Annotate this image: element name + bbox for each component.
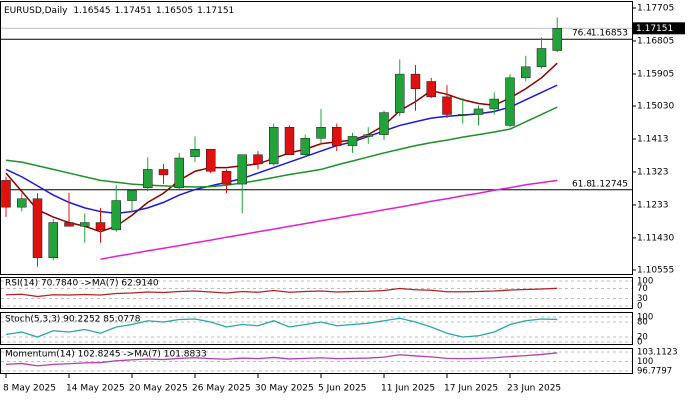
candle-body	[426, 81, 436, 98]
indicator-title: Stoch(5,3,3) 90.2252 85.0778	[5, 315, 141, 325]
momentum-panel-frame	[0, 348, 633, 374]
candle-body	[174, 157, 184, 188]
last-close: 1.17151	[197, 6, 234, 16]
x-tick-label: 23 Jun 2025	[507, 384, 561, 394]
x-tick-label: 5 Jun 2025	[318, 384, 366, 394]
candle-body	[332, 127, 342, 146]
candle-body	[284, 127, 295, 156]
y-tick-label: 1.1323	[637, 167, 669, 177]
candle-body	[473, 108, 484, 115]
moving-average-line	[5, 62, 558, 233]
x-tick-label: 30 May 2025	[255, 384, 314, 394]
candle-body	[363, 134, 373, 137]
candle-body	[410, 73, 421, 90]
y-tick-label: 1.1233	[637, 200, 669, 210]
indicator-line	[5, 287, 558, 298]
y-tick-label: 0	[637, 338, 642, 348]
candle-body	[316, 127, 326, 139]
indicator-title: Momentum(14) 102.8245 ->MA(7) 101.8833	[5, 350, 207, 360]
candle-body	[379, 112, 389, 135]
candle-body	[158, 169, 169, 176]
stoch-panel-frame	[0, 312, 633, 345]
candle-body	[64, 222, 74, 227]
last-low: 1.16505	[156, 6, 193, 16]
candle-body	[1, 180, 11, 208]
fib-value: 1.12745	[591, 179, 628, 189]
candle-body	[237, 154, 247, 185]
candle-body	[127, 190, 137, 201]
y-tick-label: 1.10555	[637, 266, 674, 276]
y-tick-label: 1.15030	[637, 102, 674, 112]
x-tick-label: 8 May 2025	[3, 384, 56, 394]
candle-body	[48, 222, 58, 258]
candle-body	[111, 200, 121, 231]
candle-body	[269, 127, 279, 165]
y-tick-label: 1.17705	[637, 4, 674, 14]
candle-body	[521, 66, 531, 79]
x-tick-label: 20 May 2025	[129, 384, 188, 394]
x-tick-label: 11 Jun 2025	[381, 384, 435, 394]
candle-body	[552, 28, 562, 51]
candle-body	[458, 114, 468, 116]
y-tick-label: 1.11430	[637, 233, 674, 243]
candle-body	[347, 136, 358, 146]
rsi-panel-frame	[0, 277, 633, 309]
candle-body	[221, 170, 232, 185]
last-high: 1.17451	[115, 6, 152, 16]
main-panel-frame	[0, 1, 633, 275]
candle-body	[95, 222, 106, 231]
plot-layer: 1.17705 1.16805 1.15905 1.15030 1.1413 1.1323…	[1, 4, 685, 394]
candle-body	[300, 138, 310, 156]
x-tick-label: 26 May 2025	[192, 384, 251, 394]
fib-value: 1.16853	[591, 29, 628, 39]
symbol-title: EURUSD,Daily	[4, 6, 68, 16]
last-price-label: 1.17151	[636, 24, 673, 34]
candle-body	[206, 149, 216, 172]
candle-body	[190, 149, 200, 157]
y-tick-label: 96.7797	[637, 367, 672, 377]
y-tick-label: 100	[637, 277, 653, 287]
fib-level: 61.8	[572, 179, 592, 189]
candle-body	[395, 73, 405, 113]
candle-body	[536, 48, 547, 68]
candle-body	[17, 198, 27, 208]
candle-body	[505, 77, 515, 126]
y-tick-label: 1.16805	[637, 36, 674, 46]
candle-body	[442, 96, 452, 115]
y-tick-label: 100	[637, 313, 653, 323]
y-tick-label: 1.15905	[637, 69, 674, 79]
indicator-line	[5, 352, 558, 367]
moving-average-line	[5, 106, 558, 188]
candle-body	[80, 222, 90, 227]
last-price-box	[633, 22, 685, 35]
y-tick-label: 103.1123	[637, 348, 678, 358]
y-tick-label: 20	[637, 333, 648, 343]
y-tick-label: 70	[637, 284, 648, 294]
last-open: 1.16545	[73, 6, 110, 16]
indicator-title: RSI(14) 70.7840 ->MA(7) 62.9140	[5, 279, 159, 289]
y-tick-label: 80	[637, 318, 648, 328]
candle-body	[253, 154, 263, 165]
x-tick-label: 14 May 2025	[66, 384, 125, 394]
y-tick-label: 1.1413	[637, 135, 669, 145]
candle-body	[32, 198, 43, 258]
candle-body	[143, 169, 153, 188]
indicator-line	[5, 317, 558, 338]
fib-level: 76.4	[572, 29, 592, 39]
x-tick-label: 17 Jun 2025	[444, 384, 498, 394]
candle-body	[489, 98, 499, 110]
y-tick-label: 0	[637, 302, 642, 312]
y-tick-label: 30	[637, 294, 648, 304]
y-tick-label: 100	[637, 357, 653, 367]
chart-header: EURUSD,Daily 1.16545 1.17451 1.16505 1.17151	[4, 6, 234, 16]
moving-average-line	[100, 179, 558, 260]
